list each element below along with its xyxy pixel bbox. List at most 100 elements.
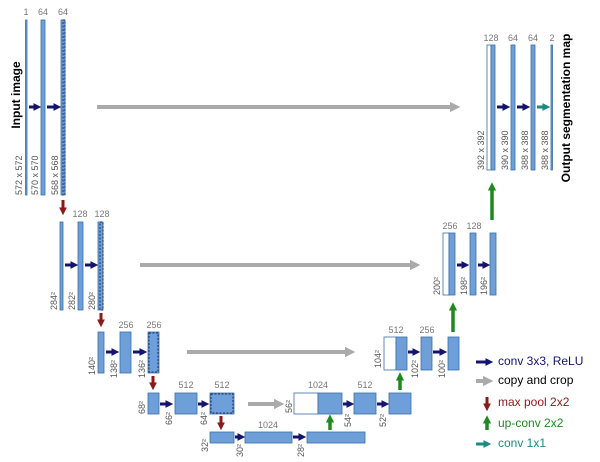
size-label: 390 x 390 — [500, 130, 510, 170]
channel-label: 128 — [94, 209, 109, 219]
feature-map — [317, 392, 343, 415]
legend-label: max pool 2x2 — [498, 395, 570, 409]
feature-map — [550, 44, 553, 171]
feature-map — [469, 232, 477, 296]
feature-map — [147, 331, 160, 374]
feature-map — [388, 392, 412, 415]
size-label: 104² — [373, 350, 383, 368]
channel-label: 512 — [178, 380, 193, 390]
feature-map — [174, 392, 198, 415]
channel-label: 1024 — [258, 420, 278, 430]
output-label: Output segmentation map — [559, 34, 573, 183]
feature-map — [395, 336, 408, 371]
size-label: 282² — [67, 292, 77, 310]
feature-map — [510, 44, 516, 171]
size-label: 388 x 388 — [540, 130, 550, 170]
size-label: 140² — [87, 357, 97, 375]
feature-map — [97, 331, 105, 374]
channel-label: 2 — [549, 33, 554, 43]
legend-label: conv 1x1 — [498, 436, 546, 450]
channel-label: 64 — [508, 33, 518, 43]
labels: Input image Output segmentation map — [9, 34, 573, 183]
size-label: 100² — [437, 360, 447, 378]
size-label: 572 x 572 — [14, 155, 24, 195]
feature-map — [244, 431, 293, 444]
feature-map — [490, 44, 496, 171]
channel-label: 128 — [72, 209, 87, 219]
size-label: 196² — [479, 277, 489, 295]
channel-label: 256 — [419, 325, 434, 335]
channel-label: 64 — [58, 7, 68, 17]
decoder-level-1: 128 64 64 2 392 x 392 390 x 390 388 x 38… — [476, 33, 555, 171]
feature-map — [489, 232, 497, 296]
channel-label: 64 — [38, 7, 48, 17]
size-label: 388 x 388 — [520, 130, 530, 170]
encoder-level-1: 1 64 64 572 x 572 570 x 570 568 x 568 — [14, 7, 461, 216]
copied-map — [442, 232, 450, 296]
size-label: 68² — [137, 401, 147, 414]
size-label: 392 x 392 — [476, 130, 486, 170]
feature-map — [306, 431, 366, 444]
feature-map — [40, 19, 46, 196]
encoder-level-4: 512 512 68² 66² 64² — [137, 380, 285, 431]
feature-map — [25, 19, 28, 196]
decoder-level-3: 512 256 104² 102² 100² — [373, 302, 460, 378]
size-label: 570 x 570 — [30, 155, 40, 195]
decoder-level-4: 1024 512 56² 54² 52² — [284, 372, 412, 427]
size-label: 138² — [109, 360, 119, 378]
feature-map — [209, 392, 235, 415]
decoder-level-2: 256 128 200² 198² 196² — [432, 182, 497, 296]
channel-label: 512 — [214, 380, 229, 390]
size-label: 568 x 568 — [50, 155, 60, 195]
size-label: 52² — [378, 414, 388, 427]
size-label: 136² — [137, 360, 147, 378]
channel-label: 256 — [118, 320, 133, 330]
feature-map — [447, 336, 460, 371]
size-label: 32² — [200, 439, 210, 452]
size-label: 284² — [49, 292, 59, 310]
input-label: Input image — [9, 61, 23, 129]
size-label: 64² — [199, 412, 209, 425]
crop-region — [99, 221, 104, 311]
legend-label: conv 3x3, ReLU — [498, 354, 583, 368]
channel-label: 512 — [388, 325, 403, 335]
channel-label: 1 — [23, 7, 28, 17]
feature-map — [119, 331, 132, 374]
channel-label: 128 — [483, 33, 498, 43]
feature-map — [353, 392, 377, 415]
feature-map — [209, 431, 235, 444]
channel-label: 512 — [357, 380, 372, 390]
feature-map — [448, 232, 456, 296]
copied-map — [293, 392, 319, 415]
size-label: 102² — [410, 360, 420, 378]
bottleneck: 1024 32² 30² 28² — [200, 414, 366, 457]
crop-region — [210, 393, 234, 414]
channel-label: 1024 — [308, 380, 328, 390]
channel-label: 128 — [466, 221, 481, 231]
channel-label: 256 — [146, 320, 161, 330]
size-label: 66² — [164, 412, 174, 425]
size-label: 28² — [296, 444, 306, 457]
copied-map — [383, 336, 397, 371]
crop-region — [148, 332, 159, 373]
size-label: 56² — [284, 400, 294, 413]
crop-region — [62, 19, 66, 196]
feature-map — [77, 221, 84, 311]
legend-label: up-conv 2x2 — [498, 416, 564, 430]
legend: conv 3x3, ReLU copy and crop max pool 2x… — [476, 354, 583, 450]
channel-label: 64 — [528, 33, 538, 43]
feature-map — [147, 392, 160, 415]
encoder-level-2: 128 128 284² 282² 280² — [49, 209, 421, 328]
feature-map — [530, 44, 536, 171]
copied-map — [486, 44, 492, 171]
size-label: 30² — [235, 444, 245, 457]
encoder-level-3: 256 256 140² 138² 136² — [87, 320, 356, 391]
size-label: 198² — [459, 277, 469, 295]
feature-map — [420, 336, 433, 371]
channel-label: 256 — [442, 221, 457, 231]
size-label: 54² — [343, 414, 353, 427]
size-label: 280² — [87, 292, 97, 310]
legend-label: copy and crop — [498, 373, 574, 387]
feature-map — [59, 221, 64, 311]
